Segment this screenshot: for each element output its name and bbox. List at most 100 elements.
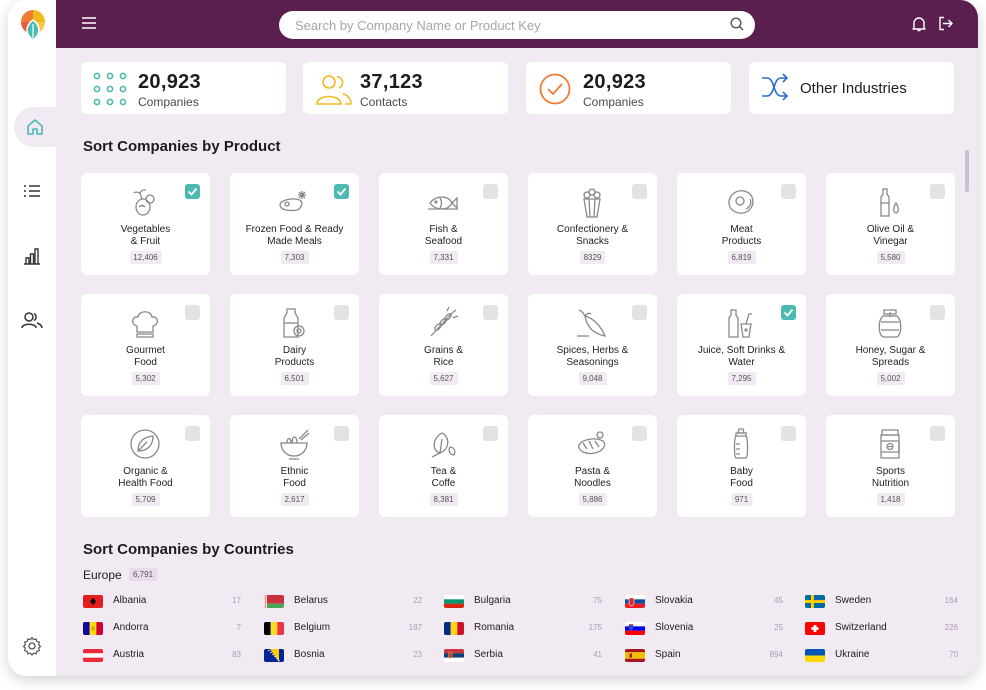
other-industries-button[interactable]: Other Industries xyxy=(749,62,954,114)
country-item[interactable]: Serbia 41 xyxy=(444,647,602,663)
product-checkbox[interactable] xyxy=(185,426,200,441)
country-name: Bulgaria xyxy=(474,595,511,606)
products-section-title: Sort Companies by Product xyxy=(83,138,281,155)
product-checkbox[interactable] xyxy=(632,426,647,441)
product-count-badge: 8,381 xyxy=(429,493,458,506)
product-checkbox[interactable] xyxy=(483,305,498,320)
product-checkbox[interactable] xyxy=(930,184,945,199)
vegetables-icon xyxy=(133,189,155,216)
country-name: Serbia xyxy=(474,649,503,660)
product-card[interactable]: Meat Products 6,819 xyxy=(677,173,806,275)
country-item[interactable]: Sweden 164 xyxy=(805,593,958,609)
region-count-badge: 6,791 xyxy=(129,568,158,581)
stat-card-companies[interactable]: 20,923 Companies xyxy=(81,62,286,114)
product-card[interactable]: Frozen Food & Ready Made Meals 7,303 xyxy=(230,173,359,275)
country-item[interactable]: Albania 17 xyxy=(83,593,241,609)
home-icon xyxy=(27,119,43,135)
country-count: 894 xyxy=(769,650,783,659)
serbia-flag-icon xyxy=(444,649,464,662)
product-card[interactable]: Baby Food 971 xyxy=(677,415,806,517)
search-input[interactable] xyxy=(279,11,755,39)
search-icon[interactable] xyxy=(730,17,744,31)
product-card[interactable]: Tea & Coffe 8,381 xyxy=(379,415,508,517)
menu-icon[interactable] xyxy=(82,17,96,29)
sidebar-item-contacts[interactable] xyxy=(8,300,56,340)
product-checkbox[interactable] xyxy=(185,184,200,199)
sidebar-item-list[interactable] xyxy=(8,171,56,211)
country-item[interactable]: Romania 175 xyxy=(444,620,602,636)
region-label[interactable]: Europe xyxy=(83,568,122,582)
sidebar-item-reports[interactable] xyxy=(8,236,56,276)
austria-flag-icon xyxy=(83,649,103,662)
country-item[interactable]: Switzerland 226 xyxy=(805,620,958,636)
product-checkbox[interactable] xyxy=(334,305,349,320)
product-card[interactable]: Vegetables & Fruit 12,406 xyxy=(81,173,210,275)
product-card[interactable]: Spices, Herbs & Seasonings 9,048 xyxy=(528,294,657,396)
checkmark-icon xyxy=(336,187,347,196)
country-item[interactable]: Spain 894 xyxy=(625,647,783,663)
logout-icon[interactable] xyxy=(938,16,953,31)
stat-card-contacts[interactable]: 37,123 Contacts xyxy=(303,62,508,114)
product-checkbox[interactable] xyxy=(483,184,498,199)
product-checkbox[interactable] xyxy=(781,184,796,199)
product-checkbox[interactable] xyxy=(781,305,796,320)
country-item[interactable]: Slovakia 45 xyxy=(625,593,783,609)
product-checkbox[interactable] xyxy=(185,305,200,320)
country-name: Andorra xyxy=(113,622,149,633)
tea-leaf-icon xyxy=(431,432,456,458)
product-name: Ethnic Food xyxy=(280,466,309,489)
country-item[interactable]: Austria 83 xyxy=(83,647,241,663)
ukraine-flag-icon xyxy=(805,649,825,662)
product-card[interactable]: Gourmet Food 5,302 xyxy=(81,294,210,396)
country-item[interactable]: Belgium 187 xyxy=(264,620,422,636)
country-name: Belarus xyxy=(294,595,328,606)
country-item[interactable]: Belarus 22 xyxy=(264,593,422,609)
product-card[interactable]: Pasta & Noodles 5,886 xyxy=(528,415,657,517)
gear-icon[interactable] xyxy=(22,636,42,656)
stat-value: 20,923 xyxy=(583,71,646,93)
product-card[interactable]: Juice, Soft Drinks & Water 7,295 xyxy=(677,294,806,396)
logo-icon xyxy=(21,10,45,41)
stat-card-verified-companies[interactable]: 20,923 Companies xyxy=(526,62,731,114)
country-count: 17 xyxy=(232,596,241,605)
sidebar-item-home[interactable] xyxy=(14,107,56,147)
product-checkbox[interactable] xyxy=(483,426,498,441)
bell-icon[interactable] xyxy=(912,16,926,32)
product-name: Baby Food xyxy=(730,466,753,489)
product-card[interactable]: Olive Oil & Vinegar 5,580 xyxy=(826,173,955,275)
product-count-badge: 7,303 xyxy=(280,251,309,264)
product-count-badge: 5,709 xyxy=(131,493,160,506)
country-name: Belgium xyxy=(294,622,331,633)
stat-label: Companies xyxy=(583,95,644,109)
country-item[interactable]: Bulgaria 75 xyxy=(444,593,602,609)
scrollbar[interactable] xyxy=(965,150,969,192)
country-count: 226 xyxy=(944,623,958,632)
product-checkbox[interactable] xyxy=(334,184,349,199)
product-checkbox[interactable] xyxy=(632,305,647,320)
country-item[interactable]: Ukraine 70 xyxy=(805,647,958,663)
product-card[interactable]: Honey, Sugar & Spreads 5,002 xyxy=(826,294,955,396)
product-card[interactable]: Fish & Seafood 7,331 xyxy=(379,173,508,275)
chef-hat-icon xyxy=(131,311,159,338)
product-card[interactable]: Grains & Rice 5,627 xyxy=(379,294,508,396)
country-item[interactable]: Bosnia 23 xyxy=(264,647,422,663)
product-card[interactable]: Sports Nutrition 1,418 xyxy=(826,415,955,517)
slovakia-flag-icon xyxy=(625,595,645,608)
product-checkbox[interactable] xyxy=(930,426,945,441)
app-frame: 20,923 Companies 37,123 Contacts 20,923 … xyxy=(8,0,978,676)
product-checkbox[interactable] xyxy=(781,426,796,441)
country-item[interactable]: Andorra 7 xyxy=(83,620,241,636)
country-item[interactable]: Slovenia 25 xyxy=(625,620,783,636)
country-name: Bosnia xyxy=(294,649,325,660)
other-industries-label: Other Industries xyxy=(800,80,907,97)
country-count: 25 xyxy=(774,623,783,632)
product-card[interactable]: Confectionery & Snacks 8329 xyxy=(528,173,657,275)
product-checkbox[interactable] xyxy=(334,426,349,441)
product-card[interactable]: Dairy Products 6,501 xyxy=(230,294,359,396)
baby-bottle-icon xyxy=(733,428,749,459)
product-checkbox[interactable] xyxy=(930,305,945,320)
country-count: 7 xyxy=(236,623,241,632)
product-card[interactable]: Ethnic Food 2,617 xyxy=(230,415,359,517)
product-card[interactable]: Organic & Health Food 5,709 xyxy=(81,415,210,517)
product-checkbox[interactable] xyxy=(632,184,647,199)
